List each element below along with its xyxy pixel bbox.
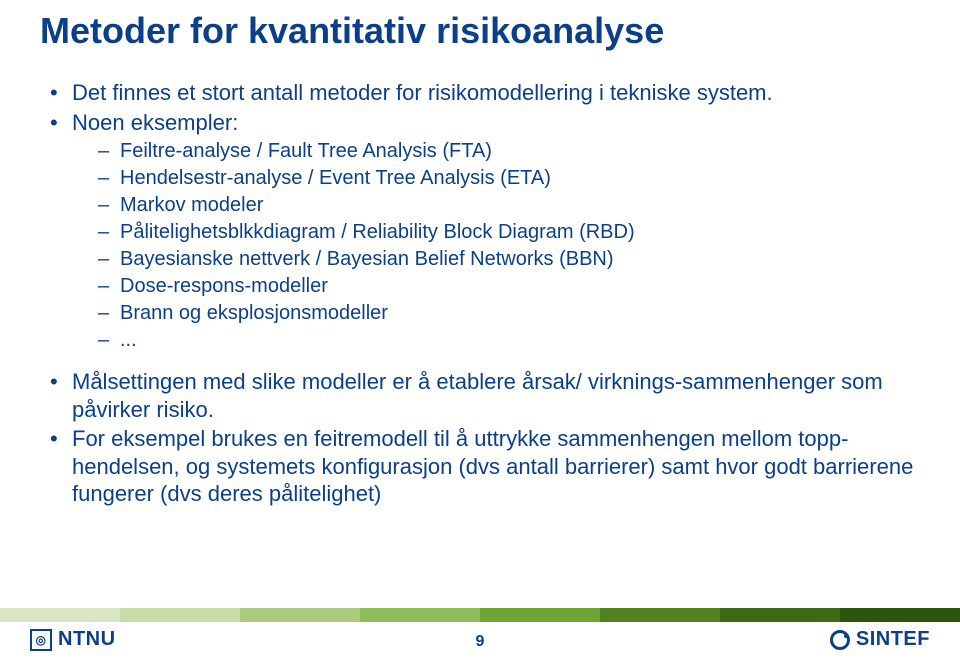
sub-bullet-item: Pålitelighetsblkkdiagram / Reliability B…	[98, 219, 920, 246]
ntnu-logo-text: NTNU	[58, 628, 116, 651]
bullet-item: For eksempel brukes en feitremodell til …	[50, 425, 920, 508]
band-segment	[0, 608, 120, 622]
sub-bullet-item: Dose-respons-modeller	[98, 273, 920, 300]
ntnu-logo-icon: ◎	[30, 629, 52, 651]
bullet-item: Noen eksempler: Feiltre-analyse / Fault …	[50, 109, 920, 355]
sub-bullet-item: Bayesianske nettverk / Bayesian Belief N…	[98, 246, 920, 273]
sub-bullet-item: Markov modeler	[98, 192, 920, 219]
band-segment	[720, 608, 840, 622]
sintef-logo-text: SINTEF	[856, 628, 930, 651]
footer-gradient-band	[0, 608, 960, 622]
page-number: 9	[476, 633, 485, 651]
bullet-list: Det finnes et stort antall metoder for r…	[40, 79, 920, 508]
sub-bullet-item: Hendelsestr-analyse / Event Tree Analysi…	[98, 165, 920, 192]
slide-footer: ◎ NTNU SINTEF 9	[0, 608, 960, 659]
sintef-logo: SINTEF	[830, 628, 930, 651]
sub-bullet-item: Brann og eksplosjonsmodeller	[98, 300, 920, 327]
bullet-text: Noen eksempler:	[72, 110, 238, 135]
band-segment	[600, 608, 720, 622]
sub-bullet-item: Feiltre-analyse / Fault Tree Analysis (F…	[98, 138, 920, 165]
ntnu-logo: ◎ NTNU	[30, 628, 116, 651]
band-segment	[240, 608, 360, 622]
bullet-item: Det finnes et stort antall metoder for r…	[50, 79, 920, 107]
band-segment	[120, 608, 240, 622]
sintef-logo-icon	[830, 630, 850, 650]
band-segment	[840, 608, 960, 622]
band-segment	[480, 608, 600, 622]
bullet-item: Målsettingen med slike modeller er å eta…	[50, 368, 920, 423]
sub-bullet-item: ...	[98, 327, 920, 354]
slide-title: Metoder for kvantitativ risikoanalyse	[40, 10, 920, 51]
sub-bullet-list: Feiltre-analyse / Fault Tree Analysis (F…	[72, 138, 920, 354]
band-segment	[360, 608, 480, 622]
